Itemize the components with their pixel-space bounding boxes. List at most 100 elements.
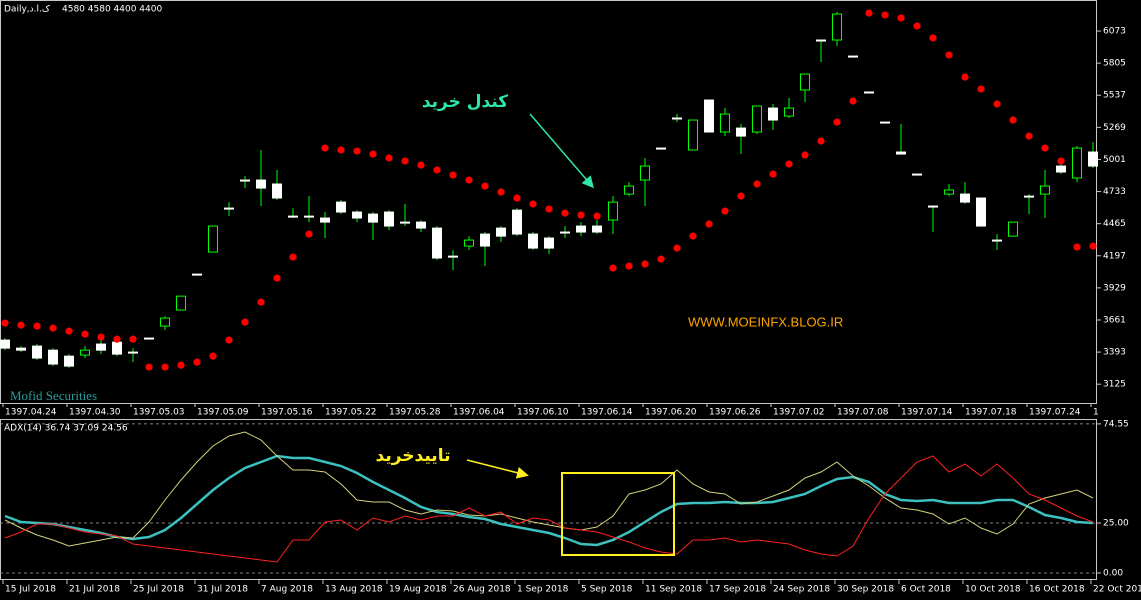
candle-body [272, 183, 282, 199]
sar-dot [1073, 243, 1081, 251]
annotation: تاییدخرید [376, 446, 451, 466]
sar-dot [209, 352, 217, 360]
arrow [466, 459, 529, 479]
sar-dot [481, 182, 489, 190]
x-tick-label: 1397.05.22 [325, 408, 377, 418]
candle-body [1040, 185, 1050, 195]
candle-body [992, 239, 1002, 242]
candle-body [384, 211, 394, 227]
sar-dot [945, 51, 953, 59]
y-tick-label: 4197 [1103, 251, 1126, 261]
candle-body [720, 113, 730, 133]
marks: 6073 5805 5537 5269 5001 4733 4465 4197 3929 3661… [0, 9, 1141, 595]
x-tick-label: 21 Jul 2018 [69, 585, 120, 595]
candle-body [64, 355, 74, 367]
candle-body [512, 209, 522, 235]
x-tick-label: 1397.07.18 [965, 408, 1017, 418]
x-tick-label: 1397.06.04 [453, 408, 505, 418]
sar-dot [449, 171, 457, 179]
candle-body [896, 151, 906, 155]
candle-body [544, 237, 554, 249]
x-tick-label: 1 [1093, 408, 1099, 418]
x-tick-label: 6 Oct 2018 [901, 585, 951, 595]
x-tick-label: 1397.05.03 [133, 408, 185, 418]
candle-body [800, 73, 810, 91]
sar-dot [529, 200, 537, 208]
sar-dot [673, 244, 681, 252]
x-tick-label: 1397.05.16 [261, 408, 313, 418]
sar-dot [513, 194, 521, 202]
candle-body [400, 221, 410, 224]
y-tick-label: 3661 [1103, 315, 1126, 325]
candle-body [944, 189, 954, 195]
y-tick-label: 3929 [1103, 283, 1126, 293]
candle-body [528, 233, 538, 249]
sar-dot [689, 232, 697, 240]
y-tick-label: 4465 [1103, 219, 1126, 229]
candle-body [1056, 165, 1066, 173]
x-tick-label: 1397.06.26 [709, 408, 761, 418]
arrow [529, 113, 594, 189]
price-frame [0, 0, 1097, 404]
sar-dot [385, 154, 393, 162]
sar-dot [977, 85, 985, 93]
sar-dot [273, 274, 281, 282]
sar-dot [817, 137, 825, 145]
y-tick-label: 3125 [1103, 380, 1126, 390]
y-tick-label: 74.55 [1103, 419, 1129, 429]
sar-dot [257, 298, 265, 306]
sar-dot [161, 363, 169, 371]
sar-dot [193, 358, 201, 366]
sar-dot [785, 160, 793, 168]
highlight-box [561, 472, 675, 556]
candle-body [416, 221, 426, 229]
sar-dot [849, 97, 857, 105]
candle-body [32, 345, 42, 359]
sar-dot [433, 166, 441, 174]
x-tick-label: 1397.05.28 [389, 408, 441, 418]
candle-body [864, 91, 874, 94]
sar-dot [897, 14, 905, 22]
x-tick-label: 30 Sep 2018 [837, 585, 894, 595]
candle-body [752, 105, 762, 133]
candle-body [224, 207, 234, 210]
sar-dot [1025, 132, 1033, 140]
candle-body [16, 347, 26, 351]
indicator-line [4, 431, 1094, 547]
candle-body [912, 173, 922, 176]
candle-body [928, 205, 938, 208]
watermark: Mofid Securities [10, 388, 97, 403]
sar-dot [961, 73, 969, 81]
sar-dot [881, 11, 889, 19]
indicator-line [4, 454, 1094, 547]
candle-body [96, 343, 106, 351]
candle-body [192, 273, 202, 276]
sar-dot [321, 144, 329, 152]
candle-body [304, 215, 314, 218]
candle-body [640, 165, 650, 181]
chart-title: ک.ا.د,Daily [4, 4, 51, 15]
x-tick-label: 1397.07.24 [1029, 408, 1081, 418]
sar-dot [929, 34, 937, 42]
candle-body [624, 185, 634, 195]
y-tick-label: 6073 [1103, 27, 1126, 37]
sar-dot [465, 176, 473, 184]
sar-dot [1057, 157, 1065, 165]
x-tick-label: 1397.06.14 [581, 408, 633, 418]
candle-body [320, 217, 330, 223]
candle-body [704, 99, 714, 133]
sar-dot [561, 209, 569, 217]
candle-body [496, 227, 506, 237]
sar-dot [737, 192, 745, 200]
candle-body [0, 339, 10, 349]
sar-dot [401, 157, 409, 165]
sar-dot [721, 207, 729, 215]
x-tick-label: 11 Sep 2018 [645, 585, 702, 595]
sar-dot [641, 260, 649, 268]
sar-dot [97, 333, 105, 341]
candle-body [1088, 151, 1098, 167]
candle-body [1024, 195, 1034, 198]
candle-body [848, 55, 858, 58]
candle-body [672, 117, 682, 120]
